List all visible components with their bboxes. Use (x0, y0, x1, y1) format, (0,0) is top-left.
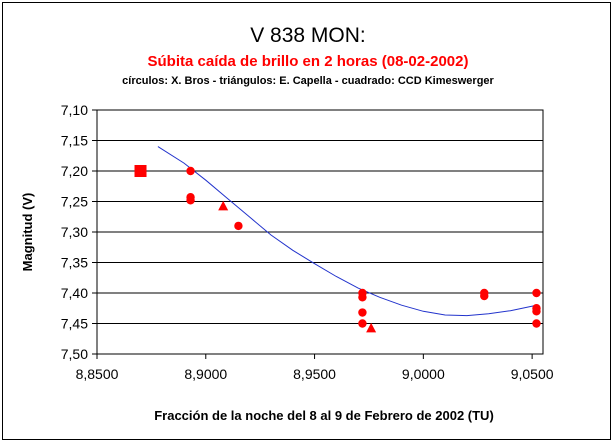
x-tick-labels: 8,8500 8,9000 8,9500 9,0000 9,0500 (76, 354, 554, 382)
x-axis-label: Fracción de la noche del 8 al 9 de Febre… (154, 408, 494, 423)
triangle-point (366, 322, 377, 333)
x-tick-label: 8,9500 (293, 366, 336, 382)
y-tick-labels: 7,10 7,15 7,20 7,25 7,30 7,35 7,40 7,45 7,50 (61, 102, 88, 362)
chart-title: V 838 MON: (250, 24, 366, 47)
circle-point (358, 293, 367, 302)
circle-point (186, 196, 195, 205)
circle-point (358, 308, 367, 317)
x-tick-label: 8,8500 (76, 366, 119, 382)
y-tick-label: 7,25 (61, 194, 88, 210)
grid-layer (92, 109, 543, 355)
y-tick-label: 7,35 (61, 255, 88, 271)
square-point (134, 165, 147, 177)
chart-note: círculos: X. Bros - triángulos: E. Capel… (122, 75, 494, 87)
x-tick-label: 8,9000 (184, 366, 227, 382)
x-tick-label: 9,0500 (511, 366, 554, 382)
trend-line (157, 146, 537, 317)
y-tick-label: 7,40 (61, 285, 88, 301)
chart-frame (2, 2, 611, 440)
chart-subtitle: Súbita caída de brillo en 2 horas (08-02… (148, 53, 469, 70)
y-tick-label: 7,20 (61, 163, 88, 179)
circle-point (234, 221, 243, 231)
data-marks (134, 165, 541, 333)
circle-point (532, 288, 541, 298)
circle-point (532, 307, 541, 316)
y-tick-label: 7,50 (61, 346, 88, 362)
circle-point (186, 166, 195, 176)
y-axis-label: Magnitud (V) (20, 193, 35, 272)
plot-area (96, 109, 544, 355)
circle-point (358, 319, 367, 328)
y-tick-label: 7,30 (61, 224, 88, 240)
y-tick-label: 7,15 (61, 133, 88, 149)
x-tick-label: 9,0000 (402, 366, 445, 382)
triangle-point (218, 200, 229, 211)
circle-point (532, 319, 541, 328)
y-tick-label: 7,10 (61, 102, 88, 118)
circle-point (480, 291, 489, 301)
y-tick-label: 7,45 (61, 316, 88, 332)
